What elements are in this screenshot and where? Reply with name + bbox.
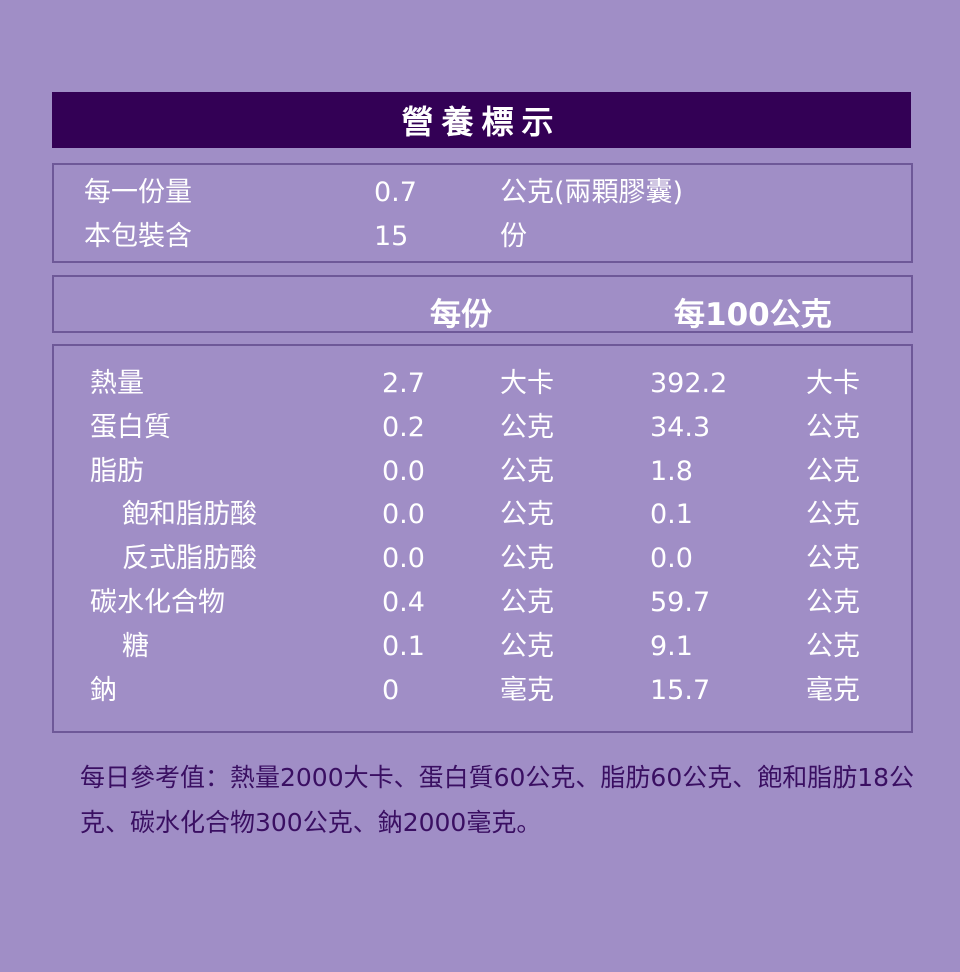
servings-per-package-label: 本包裝含 [84,221,192,252]
nutrient-name: 飽和脂肪酸 [122,499,257,531]
per-serving-unit: 毫克 [500,674,554,706]
per-serving-unit: 公克 [500,411,554,443]
nutrient-name: 熱量 [90,368,144,399]
servings-per-package-value: 15 [374,221,409,252]
per-100g-unit: 毫克 [806,674,860,706]
per-100g-unit: 公克 [806,587,860,618]
per-100g-unit: 公克 [806,630,860,662]
nutrient-name: 碳水化合物 [90,587,225,618]
per-serving-value: 0.0 [382,499,425,531]
column-header-box: 每份 每100公克 [52,275,913,333]
nutrient-name: 脂肪 [90,455,144,487]
serving-size-label: 每一份量 [84,177,192,208]
per-serving-value: 0 [382,674,400,706]
per-serving-unit: 大卡 [500,368,554,399]
per-100g-value: 392.2 [650,368,728,399]
per-100g-value: 0.0 [650,543,693,575]
per-serving-unit: 公克 [500,455,554,487]
servings-per-package-unit: 份 [500,221,527,252]
nutrient-name: 反式脂肪酸 [122,543,257,575]
per-100g-unit: 公克 [806,543,860,575]
per-100g-value: 34.3 [650,411,711,443]
per-100g-value: 15.7 [650,674,711,706]
per-100g-value: 0.1 [650,499,693,531]
per-100g-unit: 公克 [806,411,860,443]
nutrient-name: 糖 [122,630,149,662]
per-100g-value: 59.7 [650,587,711,618]
per-100g-header: 每100公克 [674,297,832,333]
per-serving-unit: 公克 [500,587,554,618]
per-serving-value: 0.2 [382,411,425,443]
per-serving-unit: 公克 [500,499,554,531]
serving-size-unit: 公克(兩顆膠囊) [500,177,684,208]
nutrient-name: 蛋白質 [90,411,171,443]
daily-reference-footnote: 每日參考值：熱量2000大卡、蛋白質60公克、脂肪60公克、飽和脂肪18公克、碳… [80,763,915,837]
per-serving-value: 0.1 [382,630,425,662]
per-serving-header: 每份 [430,297,492,333]
nutrients-box: 熱量 2.7 大卡 392.2 大卡 蛋白質 0.2 公克 34.3 公克 脂肪 0.0 公克 1.8 公克… [52,344,913,733]
nutrient-name: 鈉 [90,674,117,706]
per-serving-value: 0.0 [382,455,425,487]
per-serving-value: 0.4 [382,587,425,618]
per-100g-unit: 公克 [806,455,860,487]
per-serving-unit: 公克 [500,543,554,575]
per-100g-unit: 大卡 [806,368,860,399]
serving-size-value: 0.7 [374,177,417,208]
label-title: 營養標示 [52,92,911,148]
per-serving-unit: 公克 [500,630,554,662]
per-serving-value: 0.0 [382,543,425,575]
per-100g-value: 9.1 [650,630,693,662]
per-serving-value: 2.7 [382,368,425,399]
per-100g-unit: 公克 [806,499,860,531]
serving-box: 每一份量 0.7 公克(兩顆膠囊) 本包裝含 15 份 [52,163,913,263]
per-100g-value: 1.8 [650,455,693,487]
